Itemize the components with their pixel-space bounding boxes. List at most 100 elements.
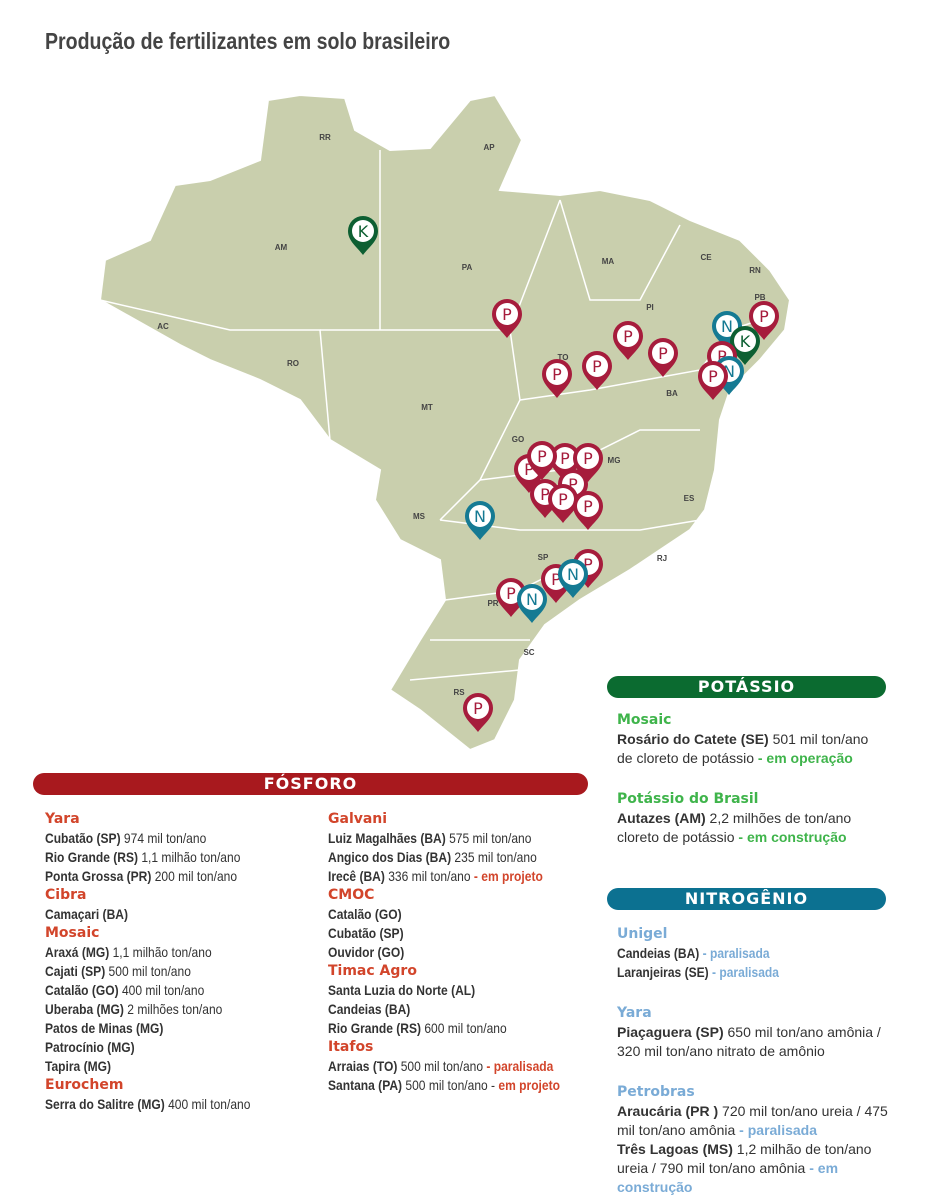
plant-capacity: 200 mil ton/ano xyxy=(151,868,238,884)
company-name: Mosaic xyxy=(45,925,100,941)
marker-letter: N xyxy=(723,362,735,381)
potassium-marker[interactable]: K xyxy=(730,326,760,365)
plant-location: Três Lagoas (MS) xyxy=(617,1141,733,1157)
plant-capacity: 720 mil ton/ano ureia / 475 mil ton/ano … xyxy=(617,1103,888,1138)
company-block: Mosaic Araxá (MG) 1,1 milhão ton/ano Cajat… xyxy=(45,924,315,1076)
plant-location: Serra do Salitre (MG) xyxy=(45,1096,165,1112)
marker-letter: P xyxy=(537,447,547,466)
phosphorus-marker[interactable]: P xyxy=(698,361,728,400)
phosphorus-marker[interactable]: P xyxy=(492,299,522,338)
marker-letter: P xyxy=(506,584,516,603)
nitrogen-marker[interactable]: N xyxy=(558,559,588,598)
pin-center xyxy=(552,488,574,510)
company-block: Yara Piaçaguera (SP) 650 mil ton/ano amôn… xyxy=(617,1004,892,1061)
pin-center xyxy=(469,505,491,527)
plant-location: Santana (PA) xyxy=(328,1077,403,1093)
plant-location: Rio Grande (RS) xyxy=(328,1020,421,1036)
nitrogenio-header: NITROGÊNIO xyxy=(607,888,886,910)
nitrogen-marker[interactable]: N xyxy=(517,584,547,623)
pin-center xyxy=(652,342,674,364)
plant-status: - paralisada xyxy=(708,964,779,980)
potassium-marker[interactable]: K xyxy=(348,216,378,255)
nitrogenio-column: Unigel Candeias (BA) - paralisada Laranjei… xyxy=(617,925,892,1197)
plant-entry: Cajati (SP) 500 mil ton/ano xyxy=(45,962,277,981)
marker-letter: P xyxy=(658,344,668,363)
company-name: Potássio do Brasil xyxy=(617,791,759,807)
phosphorus-marker[interactable]: P xyxy=(463,693,493,732)
phosphorus-marker[interactable]: P xyxy=(548,484,578,523)
marker-letter: P xyxy=(583,449,593,468)
company-block: Galvani Luiz Magalhães (BA) 575 mil ton/a… xyxy=(328,810,598,886)
plant-entry: Araucária (PR ) 720 mil ton/ano ureia / … xyxy=(617,1102,892,1140)
company-block: Timac Agro Santa Luzia do Norte (AL) Cande… xyxy=(328,962,598,1038)
plant-location: Autazes (AM) xyxy=(617,810,706,826)
plant-entry: Laranjeiras (SE) - paralisada xyxy=(617,963,854,982)
state-label: BA xyxy=(666,389,678,398)
pin-center xyxy=(753,305,775,327)
plant-capacity: 400 mil ton/ano xyxy=(118,982,205,998)
company-name: Mosaic xyxy=(617,712,672,728)
plant-entry: Cubatão (SP) 974 mil ton/ano xyxy=(45,829,277,848)
company-name: Timac Agro xyxy=(328,963,417,979)
company-name: Unigel xyxy=(617,926,668,942)
plant-capacity: 500 mil ton/ano xyxy=(105,963,191,979)
plant-status: - paralisada xyxy=(735,1122,817,1138)
phosphorus-marker[interactable]: P xyxy=(648,338,678,377)
plant-entry: Autazes (AM) 2,2 milhões de ton/ano clor… xyxy=(617,809,887,847)
plant-location: Patos de Minas (MG) xyxy=(45,1020,164,1036)
marker-letter: N xyxy=(526,590,538,609)
plant-location: Tapira (MG) xyxy=(45,1058,112,1074)
company-block: Unigel Candeias (BA) - paralisada Laranjei… xyxy=(617,925,892,982)
plant-location: Araucária (PR ) xyxy=(617,1103,719,1119)
state-label: RO xyxy=(287,359,299,368)
plant-capacity: 600 mil ton/ano xyxy=(420,1020,507,1036)
plant-capacity: 974 mil ton/ano xyxy=(120,830,207,846)
company-name: Eurochem xyxy=(45,1077,124,1093)
company-block: Mosaic Rosário do Catete (SE) 501 mil ton… xyxy=(617,711,887,768)
state-label: PA xyxy=(462,263,473,272)
marker-letter: P xyxy=(540,485,550,504)
plant-entry: Santa Luzia do Norte (AL) xyxy=(328,981,560,1000)
plant-capacity: 500 mil ton/ano - xyxy=(402,1077,496,1093)
state-label: SP xyxy=(538,553,549,562)
plant-entry: Patrocínio (MG) xyxy=(45,1038,277,1057)
plant-entry: Rio Grande (RS) 1,1 milhão ton/ano xyxy=(45,848,277,867)
nitrogen-marker[interactable]: N xyxy=(464,500,496,540)
phosphorus-marker[interactable]: P xyxy=(613,321,643,360)
state-label: AC xyxy=(157,322,169,331)
company-block: CMOC Catalão (GO) Cubatão (SP) Ouvidor (GO) xyxy=(328,886,598,962)
company-block: Cibra Camaçari (BA) xyxy=(45,886,315,924)
phosphorus-marker[interactable]: P xyxy=(496,578,526,617)
plant-status: - em projeto xyxy=(470,868,543,884)
plant-location: Cubatão (SP) xyxy=(328,925,404,941)
pin-center xyxy=(617,325,639,347)
state-label: RJ xyxy=(657,554,667,563)
plant-capacity: 2,2 milhões de ton/ano cloreto de potáss… xyxy=(617,810,852,845)
plant-capacity: 575 mil ton/ano xyxy=(445,830,532,846)
plant-entry: Cubatão (SP) xyxy=(328,924,560,943)
plant-entry: Angico dos Dias (BA) 235 mil ton/ano xyxy=(328,848,560,867)
plant-location: Angico dos Dias (BA) xyxy=(328,849,452,865)
marker-letter: P xyxy=(717,347,727,366)
state-label: RR xyxy=(319,133,331,142)
marker-letter: P xyxy=(623,327,633,346)
plant-entry: Rio Grande (RS) 600 mil ton/ano xyxy=(328,1019,560,1038)
state-label: PI xyxy=(646,303,654,312)
marker-letter: P xyxy=(552,365,562,384)
marker-letter: P xyxy=(473,699,483,718)
brazil-map: RR AP AM PA MA CE RN PB PI AC RO TO BA MT GO MG ES MS SP RJ… xyxy=(98,93,792,752)
plant-location: Ponta Grossa (PR) xyxy=(45,868,152,884)
pin-center xyxy=(716,315,738,337)
marker-letter: P xyxy=(583,497,593,516)
phosphorus-marker[interactable]: P xyxy=(582,351,612,390)
plant-entry: Catalão (GO) xyxy=(328,905,560,924)
phosphorus-marker[interactable]: P xyxy=(749,301,779,340)
phosphorus-marker[interactable]: P xyxy=(542,359,572,398)
phosphorus-marker[interactable]: P xyxy=(527,441,557,480)
plant-location: Camaçari (BA) xyxy=(45,906,128,922)
pin-center xyxy=(500,582,522,604)
company-name: Yara xyxy=(617,1005,652,1021)
plant-capacity: 1,2 milhão de ton/ano ureia / 790 mil to… xyxy=(617,1141,872,1176)
plant-entry: Tapira (MG) xyxy=(45,1057,277,1076)
phosphorus-marker[interactable]: P xyxy=(573,491,603,530)
